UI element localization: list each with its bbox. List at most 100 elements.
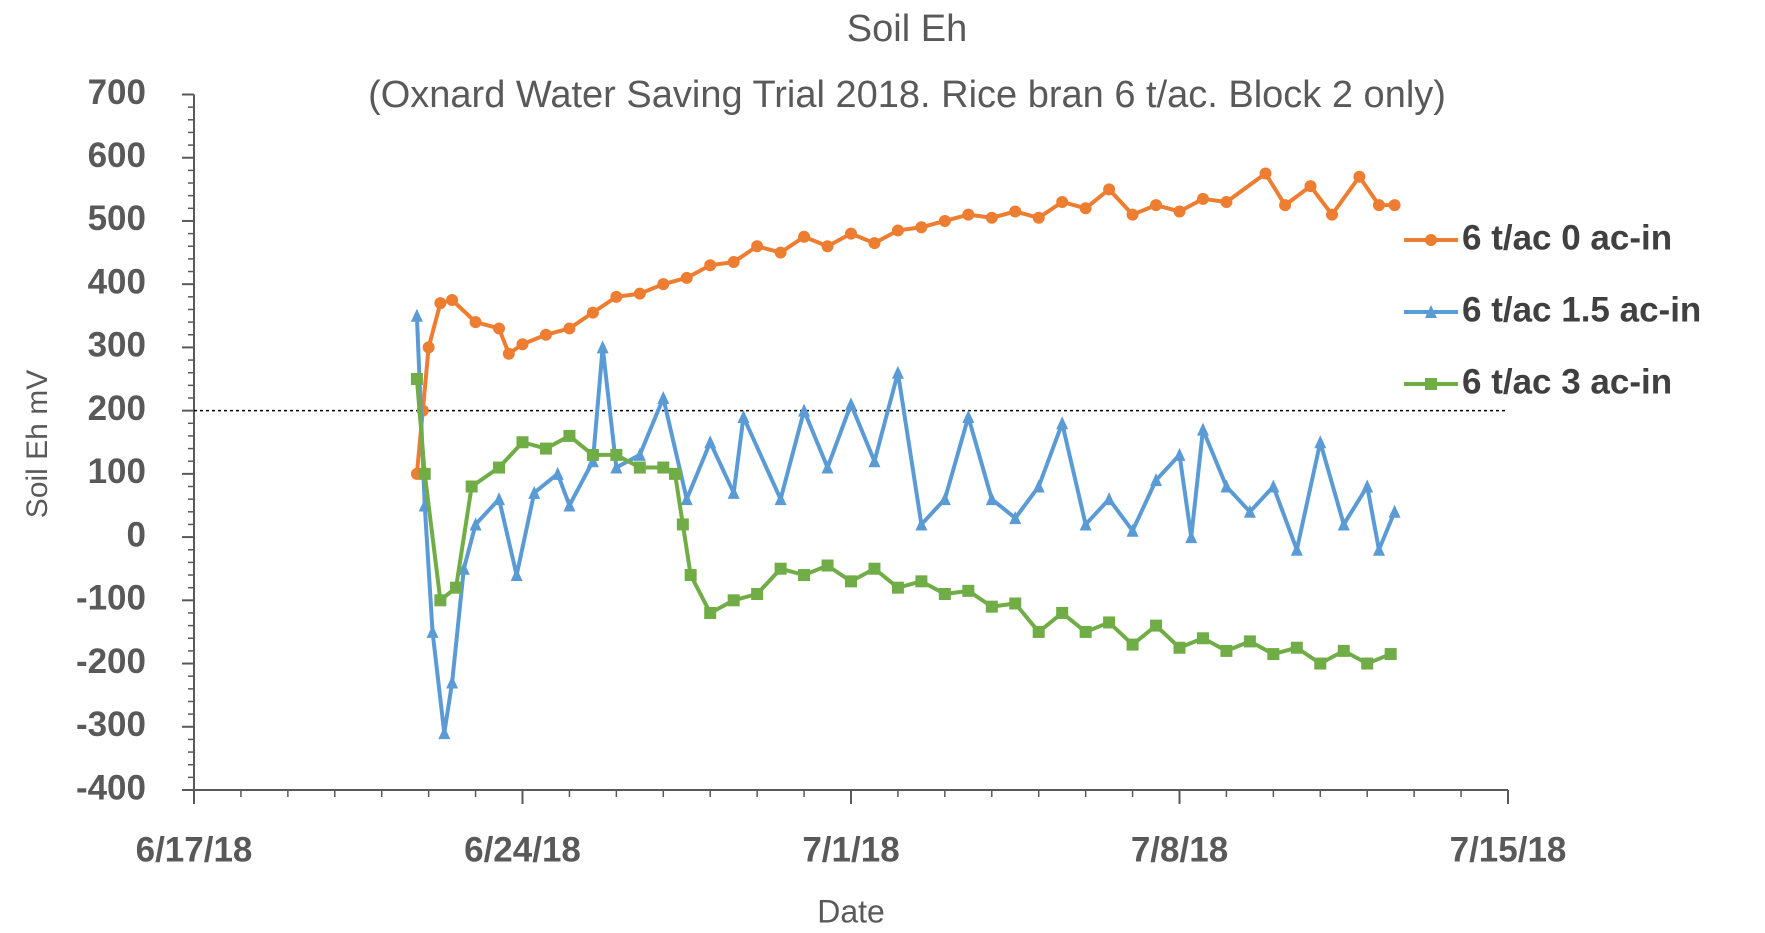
x-tick-label: 7/8/18 [1131,830,1228,869]
point [1267,479,1280,493]
point [596,340,609,354]
point [493,492,506,506]
point [737,409,750,423]
point [821,240,834,253]
point [751,587,764,600]
point [938,214,951,227]
point [891,365,904,379]
point [962,584,975,597]
point [1173,641,1186,654]
y-tick-label: 500 [88,199,146,238]
chart-subtitle: (Oxnard Water Saving Trial 2018. Rice br… [368,74,1446,116]
y-tick-label: 600 [88,136,146,175]
point [510,568,523,582]
point [821,559,834,572]
point [657,461,670,474]
point [1314,657,1327,670]
point [446,293,459,306]
point [418,467,431,480]
point [586,448,599,461]
point [868,562,881,575]
point [1326,208,1339,221]
legend-item: 6 t/ac 1.5 ac-in [1404,290,1701,329]
point [845,227,857,240]
point [469,517,482,531]
point [1372,199,1385,212]
point [1314,435,1327,449]
point [657,278,670,291]
point [1150,619,1163,632]
point [1267,648,1280,661]
point [551,466,564,480]
point [563,322,576,335]
point [1056,195,1069,208]
point [493,461,506,474]
point [962,409,975,423]
point [1126,638,1139,651]
point [985,211,998,224]
point [1196,632,1209,645]
point [1220,479,1233,493]
point [438,726,451,740]
point [938,492,951,506]
point [891,224,904,237]
point [465,480,478,493]
x-tick-label: 7/15/18 [1450,830,1567,869]
point [774,492,787,506]
point [446,675,459,689]
point [610,448,623,461]
point [1361,657,1374,670]
point [985,600,998,613]
series-line [414,315,1397,736]
point [676,518,689,531]
y-tick-label: 700 [88,73,146,112]
point [774,246,787,259]
point [962,208,975,221]
point [1337,644,1350,657]
point [426,624,439,638]
point [669,467,682,480]
y-tick-label: 100 [88,452,146,491]
point [410,373,423,386]
point [502,347,515,360]
legend-marker [1425,378,1437,390]
point [891,581,904,594]
point [868,454,881,468]
point [845,397,857,411]
point [1173,205,1186,218]
point [1185,530,1198,544]
point [633,447,646,461]
point [798,230,811,243]
legend-label: 6 t/ac 0 ac-in [1462,218,1672,257]
point [1056,606,1069,619]
point [493,322,506,335]
point [1220,644,1233,657]
point [1150,199,1163,212]
point [1032,479,1045,493]
point [1290,542,1303,556]
point [798,569,811,582]
point [1243,504,1256,518]
point [774,562,787,575]
point [1126,523,1139,537]
point [680,271,693,284]
point [1388,199,1401,212]
point [586,306,599,319]
point [1009,511,1022,525]
point [563,498,576,512]
point [1103,183,1116,196]
y-tick-label: -300 [76,705,146,744]
point [680,492,693,506]
point [845,575,857,588]
point [1304,180,1317,193]
point [1196,422,1209,436]
chart-title: Soil Eh [847,8,967,50]
point [610,460,623,474]
point [633,461,646,474]
point [657,390,670,404]
legend-item: 6 t/ac 0 ac-in [1404,218,1672,257]
series [410,308,1401,740]
y-tick-label: 400 [88,262,146,301]
y-tick-label: 0 [127,515,146,554]
point [1103,616,1116,629]
